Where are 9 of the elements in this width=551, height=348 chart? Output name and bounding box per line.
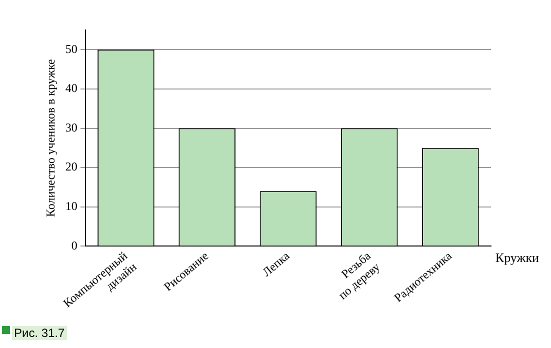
y-tick-label: 50	[65, 42, 78, 56]
y-axis-title: Количество учеников в кружке	[43, 59, 58, 218]
x-axis-title: Кружки	[495, 250, 540, 266]
y-tick-label: 0	[71, 238, 78, 252]
y-tick-label: 30	[65, 120, 78, 134]
y-tick-label: 40	[65, 81, 78, 96]
y-tick-label: 20	[65, 160, 78, 174]
y-tick-label: 10	[65, 199, 78, 214]
text: Рис. 31.7	[12, 326, 67, 340]
